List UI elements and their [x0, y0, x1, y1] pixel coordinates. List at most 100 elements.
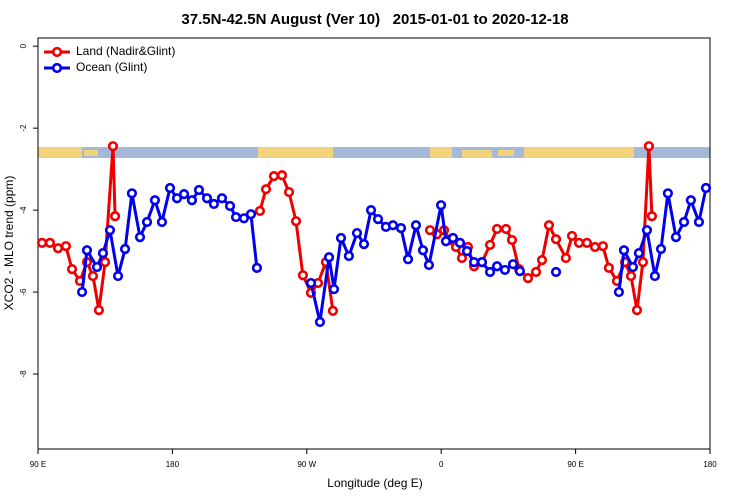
data-point — [424, 225, 436, 236]
data-point — [44, 237, 56, 248]
data-point — [491, 261, 503, 272]
data-point — [387, 220, 399, 231]
data-point — [323, 252, 335, 263]
data-point — [216, 193, 228, 204]
data-point — [499, 264, 511, 276]
legend-label: Ocean (Glint) — [76, 60, 147, 74]
data-point — [581, 237, 593, 248]
data-point — [685, 195, 696, 206]
data-point — [560, 252, 571, 264]
data-point — [402, 254, 414, 265]
data-point — [126, 188, 138, 199]
data-point — [633, 248, 645, 259]
legend-swatch-marker — [51, 62, 63, 74]
data-point — [641, 225, 653, 236]
data-point — [171, 193, 183, 204]
data-point — [456, 252, 468, 264]
data-point — [314, 316, 326, 328]
data-point — [109, 211, 121, 222]
legend-swatch-marker — [51, 46, 63, 58]
series-line — [42, 144, 654, 312]
y-tick-label: -8 — [19, 370, 28, 378]
data-point — [662, 188, 673, 199]
data-point — [201, 193, 213, 204]
data-point — [149, 195, 161, 206]
data-point — [507, 259, 519, 270]
data-point — [164, 182, 176, 194]
data-point — [276, 170, 288, 181]
data-point — [566, 230, 578, 242]
data-point — [522, 273, 534, 284]
data-point — [268, 170, 280, 182]
data-point — [107, 141, 119, 152]
data-point — [649, 270, 660, 282]
map-land — [84, 150, 98, 156]
x-tick-label: 90 E — [30, 460, 46, 469]
data-point — [178, 189, 190, 200]
y-tick-label: -4 — [19, 206, 28, 214]
data-point — [573, 237, 585, 248]
data-point — [468, 257, 480, 268]
x-tick-label: 180 — [166, 460, 180, 469]
data-point — [670, 232, 682, 243]
map-land — [258, 147, 333, 158]
data-point — [395, 223, 407, 234]
map-band — [38, 147, 710, 158]
data-point — [678, 216, 690, 228]
data-point — [435, 200, 447, 211]
data-point — [506, 234, 518, 246]
legend-label: Land (Nadir&Glint) — [76, 44, 175, 58]
data-point — [327, 305, 339, 317]
x-tick-label: 180 — [703, 460, 717, 469]
data-point — [625, 270, 637, 282]
plot-frame — [37, 37, 711, 450]
data-point — [36, 237, 48, 248]
data-point — [297, 270, 309, 281]
data-point — [290, 216, 302, 227]
data-point — [245, 209, 257, 220]
x-tick-label: 90 W — [297, 460, 316, 469]
data-point — [597, 241, 609, 252]
map-ocean — [38, 147, 710, 158]
data-point — [87, 270, 99, 282]
data-point — [447, 232, 459, 244]
data-point — [543, 220, 555, 231]
data-point — [461, 245, 473, 257]
data-point — [693, 216, 705, 228]
data-point — [484, 239, 496, 251]
data-point — [251, 262, 263, 273]
map-land — [430, 147, 452, 158]
x-axis-label: Longitude (deg E) — [327, 476, 422, 490]
data-point — [372, 214, 384, 225]
data-point — [484, 266, 496, 278]
data-point — [104, 225, 116, 236]
data-point — [700, 182, 712, 194]
y-tick-label: -6 — [19, 288, 28, 296]
data-point — [530, 266, 542, 278]
data-point — [208, 198, 220, 210]
data-point — [417, 245, 429, 256]
data-point — [351, 227, 363, 239]
data-point — [283, 186, 295, 198]
data-point — [627, 261, 639, 273]
data-point — [618, 245, 630, 256]
data-point — [423, 259, 435, 271]
data-point — [76, 286, 88, 298]
data-point — [186, 195, 198, 206]
data-point — [193, 184, 205, 196]
data-point — [514, 266, 525, 277]
y-axis-label: XCO2 - MLO trend (ppm) — [2, 176, 16, 311]
data-point — [119, 243, 131, 255]
data-point — [358, 239, 370, 250]
data-point — [224, 200, 236, 212]
series-line — [80, 186, 708, 324]
data-point — [643, 141, 655, 152]
data-point — [550, 234, 562, 245]
data-point — [335, 232, 347, 244]
data-point — [91, 261, 103, 273]
x-tick-label: 90 E — [567, 460, 583, 469]
data-point — [476, 257, 488, 268]
data-point — [230, 211, 242, 223]
